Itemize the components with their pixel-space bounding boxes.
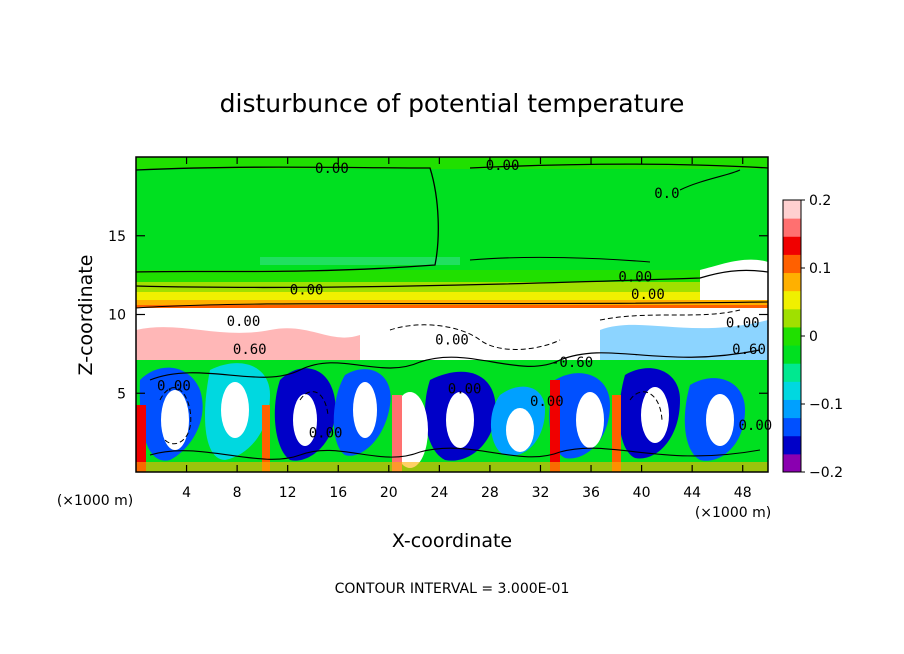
- colorbar-segment: [783, 200, 801, 219]
- colorbar-tick-label: 0.1: [809, 261, 831, 277]
- x-tick-label: 32: [532, 485, 550, 501]
- contour-label: 0.60: [732, 342, 766, 358]
- colorbar-tick-label: 0: [809, 329, 818, 345]
- x-unit-label: (×1000 m): [695, 505, 771, 521]
- x-tick-label: 28: [481, 485, 499, 501]
- contour-labels: 0.00 0.000.000.000.000.000.600.00-0.600.6…: [157, 158, 772, 442]
- colorbar-segment: [783, 399, 801, 419]
- colorbar-segment: [783, 218, 801, 237]
- y-tick-label: 10: [108, 308, 126, 324]
- x-tick-label: 36: [582, 485, 600, 501]
- x-tick-label: 48: [734, 485, 752, 501]
- contour-label: 0.00: [486, 158, 520, 174]
- contour-label: 0.00: [315, 161, 349, 177]
- contour-label: -0.60: [551, 355, 593, 371]
- x-axis-label: X-coordinate: [392, 530, 512, 552]
- x-tick-label: 16: [329, 485, 347, 501]
- colorbar-segment: [783, 290, 801, 310]
- colorbar-tick-label: 0.2: [809, 193, 831, 209]
- contour-label: 0.00: [448, 382, 482, 398]
- y-axis-label: Z-coordinate: [75, 255, 97, 376]
- colorbar-tick-label: −0.2: [809, 465, 843, 481]
- contour-label: 0.00: [726, 315, 760, 331]
- colorbar-segment: [783, 236, 801, 255]
- colorbar-segment: [783, 363, 801, 382]
- colorbar-segment: [783, 308, 801, 328]
- contour-label: 0.60: [233, 342, 267, 358]
- x-tick-label: 8: [233, 485, 242, 501]
- colorbar-segment: [783, 435, 801, 455]
- contour-interval-note: CONTOUR INTERVAL = 3.000E-01: [335, 581, 570, 597]
- contour-label: 0.00: [435, 333, 469, 349]
- contour-label: 0.00: [631, 287, 665, 303]
- colorbar-segment: [783, 417, 801, 437]
- x-tick-label: 20: [380, 485, 398, 501]
- colorbar-segment: [783, 272, 801, 292]
- y-unit-label: (×1000 m): [57, 493, 133, 509]
- heatmap-field: [136, 157, 768, 472]
- contour-label: 0.0: [654, 186, 679, 202]
- contour-label: 0.00: [739, 418, 773, 434]
- x-tick-label: 4: [182, 485, 191, 501]
- contour-label: 0.00: [227, 314, 261, 330]
- x-tick-label: 24: [430, 485, 448, 501]
- contour-label: 0.00: [530, 394, 564, 410]
- colorbar-segment: [783, 254, 801, 274]
- y-axis: 5 10 15: [108, 229, 768, 402]
- chart-title: disturbunce of potential temperature: [220, 89, 685, 118]
- colorbar-segment: [783, 453, 801, 473]
- colorbar-segment: [783, 345, 801, 364]
- colorbar-segment: [783, 381, 801, 400]
- contour-label: 0.00: [618, 270, 652, 286]
- x-tick-label: 12: [279, 485, 297, 501]
- colorbar: 0.2 0.1 0 −0.1 −0.2: [782, 193, 843, 481]
- contour-label: 0.00: [290, 282, 324, 298]
- colorbar-segment: [783, 326, 801, 346]
- colorbar-tick-label: −0.1: [809, 397, 843, 413]
- x-tick-label: 44: [683, 485, 701, 501]
- x-axis: 4 8 12 16 20 24 28 32 36 40 44 48: [182, 157, 752, 501]
- y-tick-label: 15: [108, 229, 126, 245]
- y-tick-label: 5: [117, 386, 126, 402]
- contour-label: 0.00: [309, 426, 343, 442]
- contour-label: 0.00: [157, 378, 191, 394]
- x-tick-label: 40: [633, 485, 651, 501]
